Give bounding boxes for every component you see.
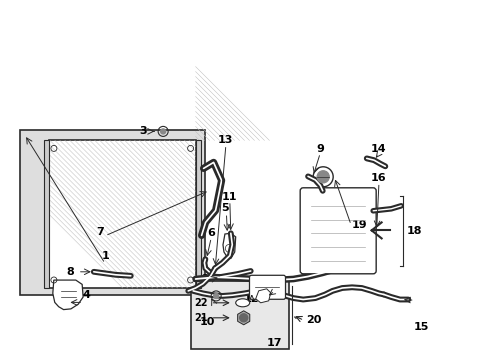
Text: 19: 19 bbox=[351, 220, 367, 230]
Bar bbox=[49, 140, 195, 288]
Text: 21: 21 bbox=[194, 313, 207, 323]
Circle shape bbox=[213, 293, 218, 298]
Text: 7: 7 bbox=[96, 227, 104, 237]
Text: 10: 10 bbox=[200, 317, 215, 327]
Bar bbox=[190, 281, 288, 349]
Text: 5: 5 bbox=[221, 203, 229, 213]
FancyBboxPatch shape bbox=[249, 275, 285, 299]
Polygon shape bbox=[255, 289, 270, 303]
Text: 11: 11 bbox=[222, 192, 237, 202]
Ellipse shape bbox=[235, 299, 249, 307]
Text: 18: 18 bbox=[406, 226, 421, 236]
Text: 22: 22 bbox=[194, 298, 207, 308]
Polygon shape bbox=[53, 280, 83, 310]
Text: 2: 2 bbox=[201, 274, 208, 284]
Text: 12: 12 bbox=[244, 294, 259, 304]
Bar bbox=[195, 140, 200, 288]
Circle shape bbox=[239, 314, 247, 322]
Text: 9: 9 bbox=[316, 144, 324, 154]
Text: 14: 14 bbox=[370, 144, 386, 154]
Text: 17: 17 bbox=[266, 338, 282, 348]
Text: 16: 16 bbox=[370, 173, 386, 183]
Circle shape bbox=[317, 171, 328, 183]
Text: 6: 6 bbox=[207, 228, 215, 238]
FancyBboxPatch shape bbox=[300, 188, 375, 274]
Bar bbox=[44, 140, 49, 288]
Text: 13: 13 bbox=[217, 135, 232, 145]
Polygon shape bbox=[223, 233, 235, 258]
Text: 1: 1 bbox=[101, 251, 109, 261]
Text: 8: 8 bbox=[66, 267, 74, 277]
Text: 3: 3 bbox=[139, 126, 147, 136]
Polygon shape bbox=[237, 311, 249, 325]
Text: 4: 4 bbox=[82, 291, 90, 300]
Circle shape bbox=[161, 129, 165, 134]
Text: 15: 15 bbox=[412, 321, 427, 332]
Bar bbox=[20, 130, 205, 295]
Text: 20: 20 bbox=[305, 315, 321, 325]
